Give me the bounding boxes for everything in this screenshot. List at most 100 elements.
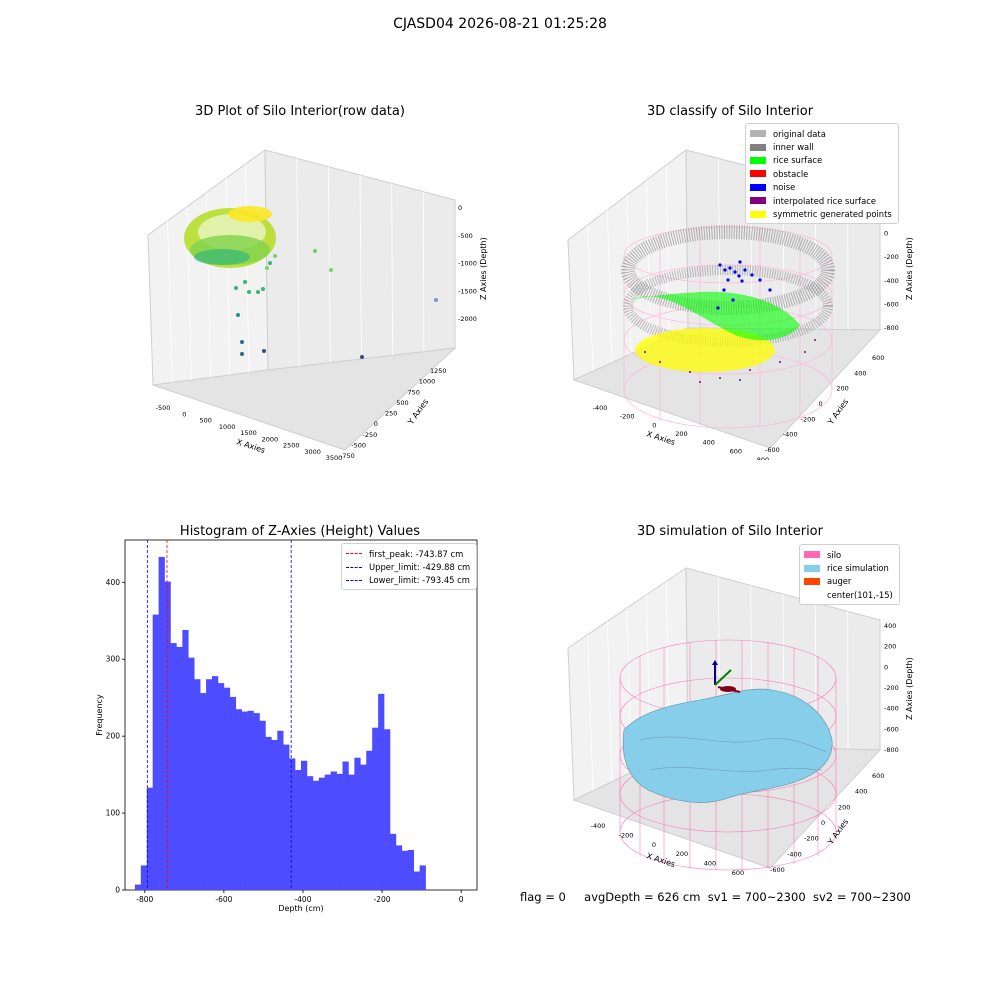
p2-xtick: -200 [620,413,635,421]
p2-xtick: 0 [652,421,656,429]
p1-ytick: -750 [340,452,355,460]
hist-legend-line [346,579,362,581]
p2-noise-point [728,266,732,270]
p4-ylabel: Y Axies [826,817,851,847]
p4-ztick: 400 [884,622,896,630]
p2-xlabel: X Axies [645,429,676,447]
p1-ytick: 0 [374,420,378,428]
hist-bar [176,646,183,890]
hist-bar [194,679,201,890]
p1-scatter-point [329,268,333,272]
p2-legend: original data inner wall rice surface obsta… [745,123,899,224]
hist-bar [140,865,148,890]
p4-xtick: -400 [591,822,606,830]
p2-interp-point [749,369,751,371]
panel4-title: 3D simulation of Silo Interior [637,524,823,539]
status-sv2: sv2 = 700~2300 [812,890,911,904]
p1-ytick: 500 [396,399,408,407]
p4-legend-entry: center(101,-15) [804,588,893,601]
p1-ztick: -1000 [458,260,477,268]
p4-ytick: 400 [855,788,867,796]
p1-ytick: 1250 [430,367,447,375]
hist-legend-entry: Lower_limit: -793.45 cm [346,574,470,587]
hist-bar [336,773,343,890]
p4-ytick: 200 [838,803,850,811]
p1-point-cloud [184,206,276,268]
hist-ylabel: Frequency [95,694,104,736]
p2-gridline [587,224,594,372]
p2-interp-point [719,377,721,379]
p4-xtick: 600 [732,869,744,877]
p2-ztick: -200 [884,253,899,261]
p4-legend: silo rice simulation auger center(101,-15) [799,544,900,605]
p2-legend-label: inner wall [773,142,814,153]
p2-legend-label: symmetric generated points [773,209,892,220]
hist-bar [330,771,337,890]
p2-noise-point [738,260,742,264]
p1-ytick: 750 [408,388,420,396]
hist-bar [366,750,373,890]
hist-bar [134,884,142,890]
p2-legend-swatch [750,210,766,218]
p4-ytick: -400 [787,850,802,858]
p4-ztick: -800 [884,746,899,754]
p4-gridline [587,634,594,791]
hist-legend: first_peak: -743.87 cm Upper_limit: -429.… [341,543,478,591]
p2-legend-label: original data [773,128,826,139]
hist-xlabel: Depth (cm) [278,904,323,913]
p2-ztick: -400 [884,277,899,285]
p1-xtick: 3500 [326,454,343,460]
p2-noise-point [723,268,727,272]
p1-ztick: 0 [458,204,462,212]
hist-bar [407,850,415,890]
p2-ytick: 200 [836,385,848,393]
p2-legend-entry: original data [750,127,892,140]
hist-legend-entry: Upper_limit: -429.88 cm [346,560,470,573]
p1-ztick: -500 [458,232,473,240]
p1-gridline [296,158,300,367]
p1-scatter-point [268,261,272,265]
p4-xtick: -200 [619,831,634,839]
p2-noise-point [718,263,722,267]
p4-ytick: -600 [770,866,785,874]
p2-noise-point [750,273,754,277]
hist-bar [306,776,314,890]
p2-zlabel: Z Axies (Depth) [905,237,914,300]
hist-bar [318,777,326,890]
status-avg-depth: avgDepth = 626 cm [584,890,701,904]
hist-bar [419,865,426,890]
p2-ytick: -400 [783,431,798,439]
hist-bar [360,764,367,890]
p2-noise-point [743,268,747,272]
p2-legend-entry: symmetric generated points [750,207,892,220]
p4-legend-label: center(101,-15) [827,589,893,600]
hist-bar [395,845,403,890]
p1-scatter-point [360,355,364,359]
hist-xtick: -600 [215,895,232,904]
hist-bar [277,730,284,890]
p1-ytick: -250 [363,431,378,439]
hist-legend-label: Lower_limit: -793.45 cm [369,575,470,586]
hist-bar [170,643,177,890]
p2-legend-label: interpolated rice surface [773,195,876,206]
status-line: flag = 0 avgDepth = 626 cm sv1 = 700~230… [520,890,911,904]
hist-bar [235,709,242,890]
p1-xtick: 500 [200,417,212,425]
p2-noise-point [733,270,737,274]
p2-xtick: 200 [675,430,687,438]
p4-legend-entry: auger [804,575,893,588]
hist-bar [152,614,159,890]
p2-legend-entry: interpolated rice surface [750,194,892,207]
hist-bar [301,760,308,890]
p2-interp-point [689,371,691,373]
p4-zlabel: Z Axies (Depth) [905,657,914,720]
p2-xtick: -400 [593,404,608,412]
p2-legend-label: noise [773,182,796,193]
p2-ztick: -600 [884,300,899,308]
p2-legend-entry: rice surface [750,154,892,167]
p2-ytick: -600 [765,446,780,454]
hist-bar [146,787,153,890]
p1-scatter-point [313,249,317,253]
